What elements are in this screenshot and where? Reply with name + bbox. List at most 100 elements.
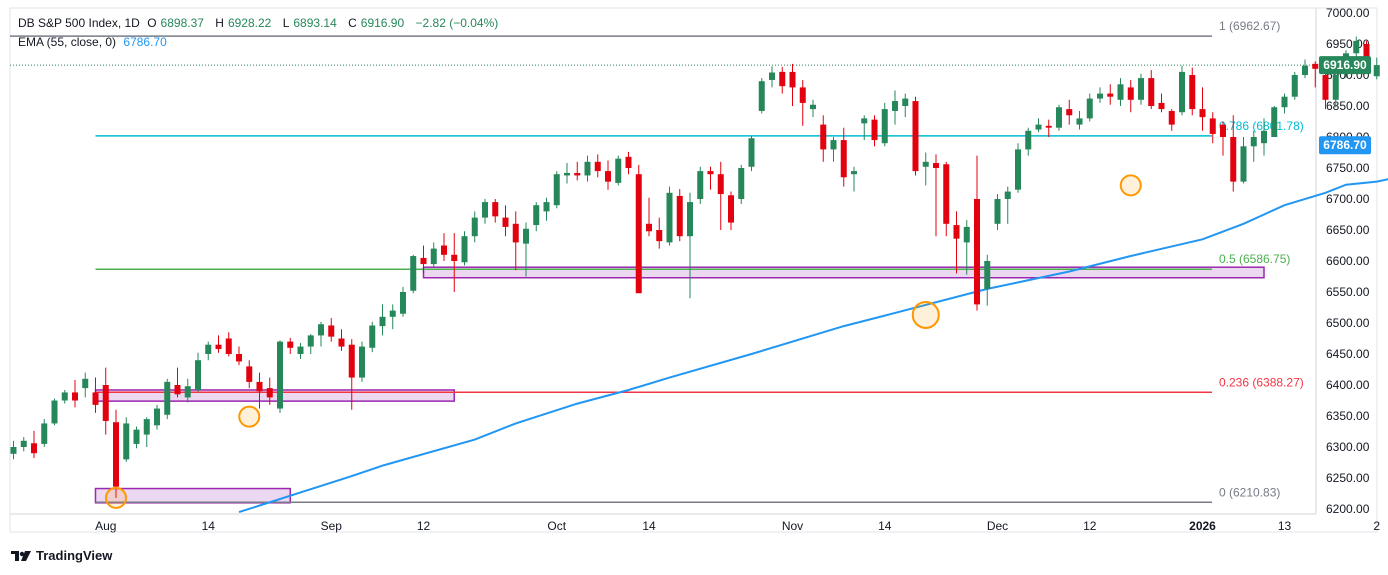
candle-down <box>113 422 119 487</box>
candle-down <box>215 344 222 350</box>
candle-down <box>943 164 950 224</box>
pivot-marker <box>238 405 261 428</box>
candle-up <box>379 316 386 327</box>
candle-up <box>1332 75 1339 100</box>
candle-up <box>758 81 765 111</box>
candle-up <box>389 310 396 317</box>
candle-down <box>31 443 37 454</box>
candle-down <box>1220 124 1226 137</box>
candle-down <box>266 388 273 398</box>
candle-down <box>933 163 939 168</box>
candle-down <box>779 71 786 87</box>
candle-down <box>328 325 335 337</box>
candle-down <box>246 366 253 382</box>
y-tick-label: 6350.00 <box>1326 409 1370 423</box>
candle-up <box>369 325 376 348</box>
fib-level-label: 1 (6962.67) <box>1219 19 1280 33</box>
pivot-marker <box>105 486 127 509</box>
candle-up <box>1271 107 1278 137</box>
tradingview-icon <box>11 550 31 561</box>
candle-up <box>1261 130 1267 144</box>
tradingview-logo[interactable]: TradingView <box>10 548 112 563</box>
candle-down <box>1045 125 1052 128</box>
candle-up <box>143 419 150 435</box>
candle-down <box>871 119 878 141</box>
candle-down <box>492 202 499 217</box>
candle-up <box>687 202 693 237</box>
x-tick-label: 2026 <box>1189 519 1216 533</box>
candle-up <box>564 172 570 176</box>
x-tick-label: Oct <box>547 519 566 533</box>
fib-level-label: 0 (6210.83) <box>1219 485 1280 499</box>
candle-down <box>441 245 447 255</box>
candle-down <box>174 385 181 395</box>
candle-up <box>1035 124 1042 130</box>
x-tick-label: Sep <box>321 519 343 533</box>
candle-down <box>502 217 509 227</box>
candle-down <box>256 381 263 392</box>
candle-up <box>1240 146 1247 182</box>
candle-up <box>1117 84 1124 100</box>
candle-down <box>1127 87 1134 100</box>
x-tick-label: 14 <box>202 519 216 533</box>
candle-up <box>810 104 816 110</box>
fib-level-label: 0.5 (6586.75) <box>1219 252 1290 266</box>
candle-down <box>1107 93 1114 97</box>
candle-down <box>420 257 427 265</box>
y-tick-label: 6850.00 <box>1326 99 1370 113</box>
candle-down <box>1189 75 1196 110</box>
candle-down <box>605 171 611 182</box>
candle-up <box>738 168 745 199</box>
candle-up <box>666 192 673 243</box>
pivot-marker <box>1119 174 1142 197</box>
last-price-tag: 6916.90 <box>1323 58 1367 72</box>
high-value: H 6928.22 <box>215 16 272 30</box>
candle-up <box>963 226 970 243</box>
candle-down <box>820 124 827 150</box>
candle-up <box>154 408 160 426</box>
candle-up <box>1373 65 1380 77</box>
candle-up <box>10 447 17 454</box>
candle-down <box>338 338 345 347</box>
candle-up <box>1281 96 1288 108</box>
candle-up <box>615 158 622 183</box>
candle-up <box>861 118 868 124</box>
candle-down <box>1312 63 1319 69</box>
candle-up <box>123 423 130 460</box>
y-tick-label: 6450.00 <box>1326 347 1370 361</box>
candle-up <box>277 341 283 409</box>
candle-down <box>1066 109 1073 116</box>
y-tick-label: 6600.00 <box>1326 254 1370 268</box>
candle-down <box>625 156 632 168</box>
candle-down <box>287 341 294 348</box>
candle-down <box>1158 102 1165 110</box>
candle-down <box>72 392 78 401</box>
candle-up <box>41 423 48 444</box>
x-tick-label: Dec <box>987 519 1008 533</box>
candle-down <box>707 171 714 175</box>
candle-up <box>1015 149 1021 190</box>
x-tick-label: 14 <box>642 519 656 533</box>
y-tick-label: 6400.00 <box>1326 378 1370 392</box>
candle-down <box>953 225 960 239</box>
candle-down <box>840 140 847 178</box>
candle-up <box>307 335 314 347</box>
candle-down <box>635 174 642 294</box>
candle-down <box>1168 110 1175 125</box>
y-tick-label: 7000.00 <box>1326 6 1370 20</box>
candle-down <box>574 172 581 176</box>
x-tick-label: 13 <box>1278 519 1292 533</box>
candle-up <box>830 140 837 150</box>
candle-up <box>984 261 991 289</box>
ema-value: 6786.70 <box>123 35 167 49</box>
candle-up <box>533 205 540 226</box>
candle-down <box>1363 44 1370 60</box>
candle-up <box>697 171 704 199</box>
candle-down <box>1230 137 1237 182</box>
candle-down <box>728 195 734 223</box>
candle-up <box>359 346 365 378</box>
y-tick-label: 6250.00 <box>1326 471 1370 485</box>
candle-up <box>205 344 212 354</box>
candle-up <box>482 202 488 218</box>
